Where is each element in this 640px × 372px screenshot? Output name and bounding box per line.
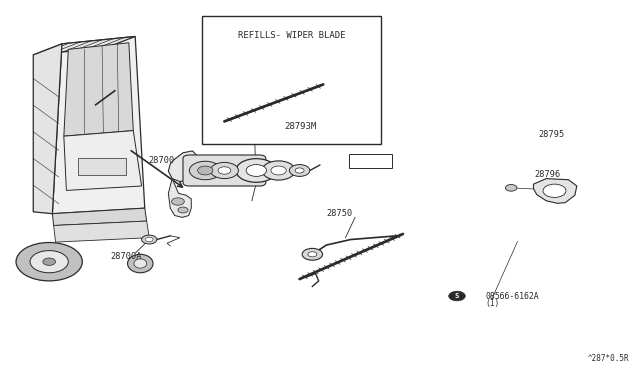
Circle shape [43,258,56,265]
Text: S: S [455,293,459,299]
Circle shape [295,168,304,173]
Text: 28735E: 28735E [316,122,348,131]
Circle shape [271,166,286,175]
Circle shape [172,198,184,205]
Ellipse shape [127,254,153,273]
FancyBboxPatch shape [183,155,266,186]
Circle shape [543,184,566,198]
Circle shape [236,159,276,182]
Circle shape [308,252,317,257]
Text: REFILLS- WIPER BLADE: REFILLS- WIPER BLADE [237,31,345,40]
Text: 28110M: 28110M [356,156,385,166]
Polygon shape [33,44,62,214]
Text: 28755: 28755 [356,115,383,124]
Circle shape [289,164,310,176]
Circle shape [145,237,153,242]
Polygon shape [52,208,147,225]
Polygon shape [54,221,149,242]
Circle shape [141,235,157,244]
Circle shape [246,164,266,176]
Polygon shape [64,43,133,136]
Text: 28700: 28700 [149,156,175,166]
Polygon shape [168,179,191,217]
Text: ^287*0.5R: ^287*0.5R [588,354,629,363]
Circle shape [211,162,239,179]
Bar [349,154,392,168]
Circle shape [262,161,295,180]
Polygon shape [64,131,141,190]
Text: 28795: 28795 [538,130,564,139]
Circle shape [30,251,68,273]
Text: 28715: 28715 [240,89,266,97]
Text: 28750: 28750 [326,209,352,218]
Circle shape [449,291,465,301]
Text: 28796: 28796 [534,170,561,179]
Circle shape [302,248,323,260]
Circle shape [218,167,231,174]
Text: (1): (1) [486,299,500,308]
Polygon shape [33,36,135,55]
Text: 08566-6162A: 08566-6162A [486,292,540,301]
Text: 28793M: 28793M [284,122,316,131]
Polygon shape [168,151,200,182]
Ellipse shape [134,259,147,268]
Circle shape [178,207,188,213]
Bar [78,158,125,175]
Circle shape [198,166,213,175]
Polygon shape [52,36,145,214]
Circle shape [16,243,83,281]
Circle shape [506,185,517,191]
Circle shape [189,161,221,180]
Text: 28700A: 28700A [110,252,141,262]
Polygon shape [534,179,577,203]
Bar [202,16,381,144]
